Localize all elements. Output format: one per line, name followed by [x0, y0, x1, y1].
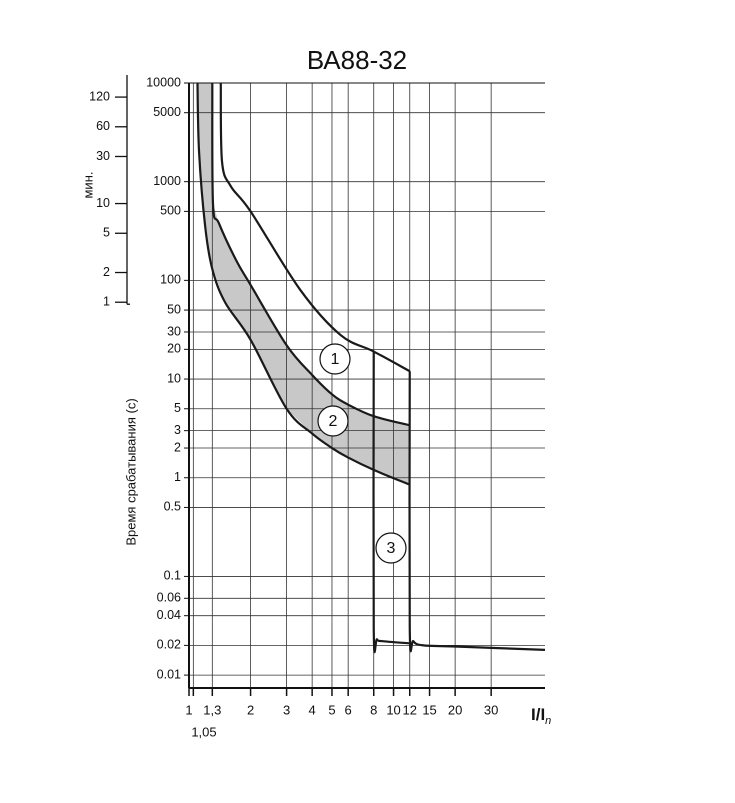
y-tick-label: 20 — [167, 342, 181, 356]
x-tick-label: 15 — [422, 702, 436, 717]
x-tick-label: 1 — [185, 702, 192, 717]
x-tick-label: 1,3 — [203, 702, 221, 717]
y-tick-label: 500 — [160, 204, 181, 218]
y2-tick-label: 2 — [103, 265, 110, 279]
y2-tick-label: 10 — [96, 196, 110, 210]
y2-tick-label: 30 — [96, 149, 110, 163]
y2-tick-label: 1 — [103, 295, 110, 309]
y-tick-label: 0.04 — [157, 608, 181, 622]
curve — [196, 82, 411, 486]
x-tick-label: 1,05 — [191, 724, 216, 739]
y-tick-label: 100 — [160, 273, 181, 287]
y-tick-label: 0.01 — [157, 667, 181, 681]
x-tick-label: 6 — [345, 702, 352, 717]
annotation-circle — [375, 532, 407, 564]
x-tick-label: 4 — [309, 702, 316, 717]
y-tick-label: 30 — [167, 324, 181, 338]
y2-tick-label: 5 — [103, 226, 110, 240]
curve — [219, 82, 411, 373]
y-tick-label: 0.06 — [157, 591, 181, 605]
x-tick-label: 3 — [283, 702, 290, 717]
y-tick-label: 10 — [167, 371, 181, 385]
x-tick-label: 2 — [247, 702, 254, 717]
y-tick-label: 2 — [174, 440, 181, 454]
y-tick-label: 1 — [174, 470, 181, 484]
x-tick-label: 8 — [370, 702, 377, 717]
x-axis-label-main: I/I — [531, 705, 545, 724]
y2-tick-label: 120 — [89, 89, 110, 103]
annotation-circle — [319, 343, 351, 375]
x-tick-label: 10 — [386, 702, 400, 717]
annotation: 1 — [331, 351, 340, 368]
x-tick-label: 5 — [328, 702, 335, 717]
y-tick-label: 10000 — [146, 75, 181, 89]
curve — [408, 371, 546, 653]
curve — [211, 82, 411, 427]
y-tick-label: 1000 — [153, 174, 181, 188]
y-tick-label: 0.02 — [157, 638, 181, 652]
annotation-circle — [317, 405, 349, 437]
band-fill — [197, 83, 410, 485]
x-axis-label-sub: n — [545, 715, 551, 727]
y-tick-label: 0.5 — [164, 500, 181, 514]
y-tick-label: 5 — [174, 401, 181, 415]
y-tick-label: 5000 — [153, 105, 181, 119]
x-tick-label: 12 — [403, 702, 417, 717]
y-axis-label: Время срабатывания (с) — [123, 398, 138, 545]
y-tick-label: 0.1 — [164, 569, 181, 583]
annotation: 2 — [329, 413, 338, 430]
y2-axis-label: мин. — [80, 172, 95, 199]
y2-tick-label: 60 — [96, 119, 110, 133]
x-tick-label: 30 — [484, 702, 498, 717]
annotation: 3 — [387, 540, 396, 557]
chart-title: ВА88-32 — [307, 45, 407, 75]
curve — [372, 351, 410, 654]
x-tick-label: 20 — [448, 702, 462, 717]
y-tick-label: 50 — [167, 302, 181, 316]
x-axis-label: I/In — [531, 705, 551, 726]
y-tick-label: 3 — [174, 423, 181, 437]
